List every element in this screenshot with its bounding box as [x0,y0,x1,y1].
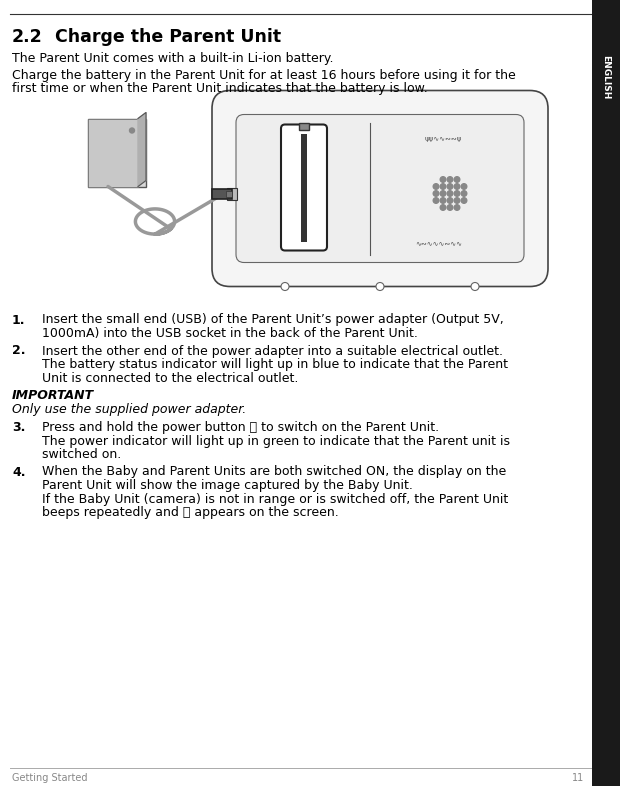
Circle shape [447,198,453,204]
Bar [227,188,237,200]
Circle shape [433,184,439,189]
Text: Getting Started: Getting Started [12,773,87,783]
Circle shape [447,177,453,182]
Text: Charge the Parent Unit: Charge the Parent Unit [55,28,281,46]
Text: first time or when the Parent Unit indicates that the battery is low.: first time or when the Parent Unit indic… [12,82,428,95]
Text: switched on.: switched on. [42,448,122,461]
Text: IMPORTANT: IMPORTANT [12,389,94,402]
Text: The battery status indicator will light up in blue to indicate that the Parent: The battery status indicator will light … [42,358,508,371]
Circle shape [454,198,460,204]
Circle shape [454,191,460,196]
Text: Press and hold the power button ⏻ to switch on the Parent Unit.: Press and hold the power button ⏻ to swi… [42,421,439,434]
Text: ∿∾∿∿∿∾∿∿: ∿∾∿∿∿∾∿∿ [415,241,462,247]
Circle shape [461,191,467,196]
Text: 11: 11 [572,773,584,783]
Text: If the Baby Unit (camera) is not in range or is switched off, the Parent Unit: If the Baby Unit (camera) is not in rang… [42,493,508,505]
Circle shape [433,191,439,196]
Circle shape [454,204,460,211]
Circle shape [447,204,453,211]
Circle shape [281,282,289,291]
FancyBboxPatch shape [281,124,327,251]
Text: The power indicator will light up in green to indicate that the Parent unit is: The power indicator will light up in gre… [42,435,510,447]
Text: Only use the supplied power adapter.: Only use the supplied power adapter. [12,403,246,417]
Circle shape [440,177,446,182]
Circle shape [471,282,479,291]
Bar [592,0,620,786]
FancyBboxPatch shape [212,90,548,287]
Polygon shape [138,112,146,186]
Bar [212,189,232,199]
Circle shape [440,184,446,189]
FancyBboxPatch shape [236,115,524,263]
Circle shape [376,282,384,291]
Text: Insert the small end (USB) of the Parent Unit’s power adapter (Output 5V,: Insert the small end (USB) of the Parent… [42,314,503,326]
Text: Insert the other end of the power adapter into a suitable electrical outlet.: Insert the other end of the power adapte… [42,344,503,358]
Text: Charge the battery in the Parent Unit for at least 16 hours before using it for : Charge the battery in the Parent Unit fo… [12,68,516,82]
Text: Unit is connected to the electrical outlet.: Unit is connected to the electrical outl… [42,372,298,384]
Circle shape [440,204,446,211]
Circle shape [440,198,446,204]
Text: 2.: 2. [12,344,25,358]
Text: The Parent Unit comes with a built-in Li-ion battery.: The Parent Unit comes with a built-in Li… [12,52,334,65]
Bar [301,134,307,241]
Circle shape [440,191,446,196]
Text: 4.: 4. [12,465,25,479]
Text: 1000mA) into the USB socket in the back of the Parent Unit.: 1000mA) into the USB socket in the back … [42,327,418,340]
Text: Parent Unit will show the image captured by the Baby Unit.: Parent Unit will show the image captured… [42,479,413,492]
Circle shape [454,177,460,182]
Circle shape [447,184,453,189]
Circle shape [433,198,439,204]
Circle shape [461,184,467,189]
Bar [88,119,146,186]
Text: ENGLISH: ENGLISH [601,55,611,99]
Text: 2.2: 2.2 [12,28,43,46]
Circle shape [454,184,460,189]
Circle shape [447,191,453,196]
Text: When the Baby and Parent Units are both switched ON, the display on the: When the Baby and Parent Units are both … [42,465,507,479]
Text: 3.: 3. [12,421,25,434]
Bar [88,119,138,186]
Circle shape [130,128,135,133]
Text: beeps repeatedly and 📷 appears on the screen.: beeps repeatedly and 📷 appears on the sc… [42,506,339,519]
Bar [226,190,232,196]
Bar [299,123,309,130]
Text: ψψ∿∿∾∾ψ: ψψ∿∿∾∾ψ [425,135,463,141]
Circle shape [461,198,467,204]
Text: 1.: 1. [12,314,25,326]
